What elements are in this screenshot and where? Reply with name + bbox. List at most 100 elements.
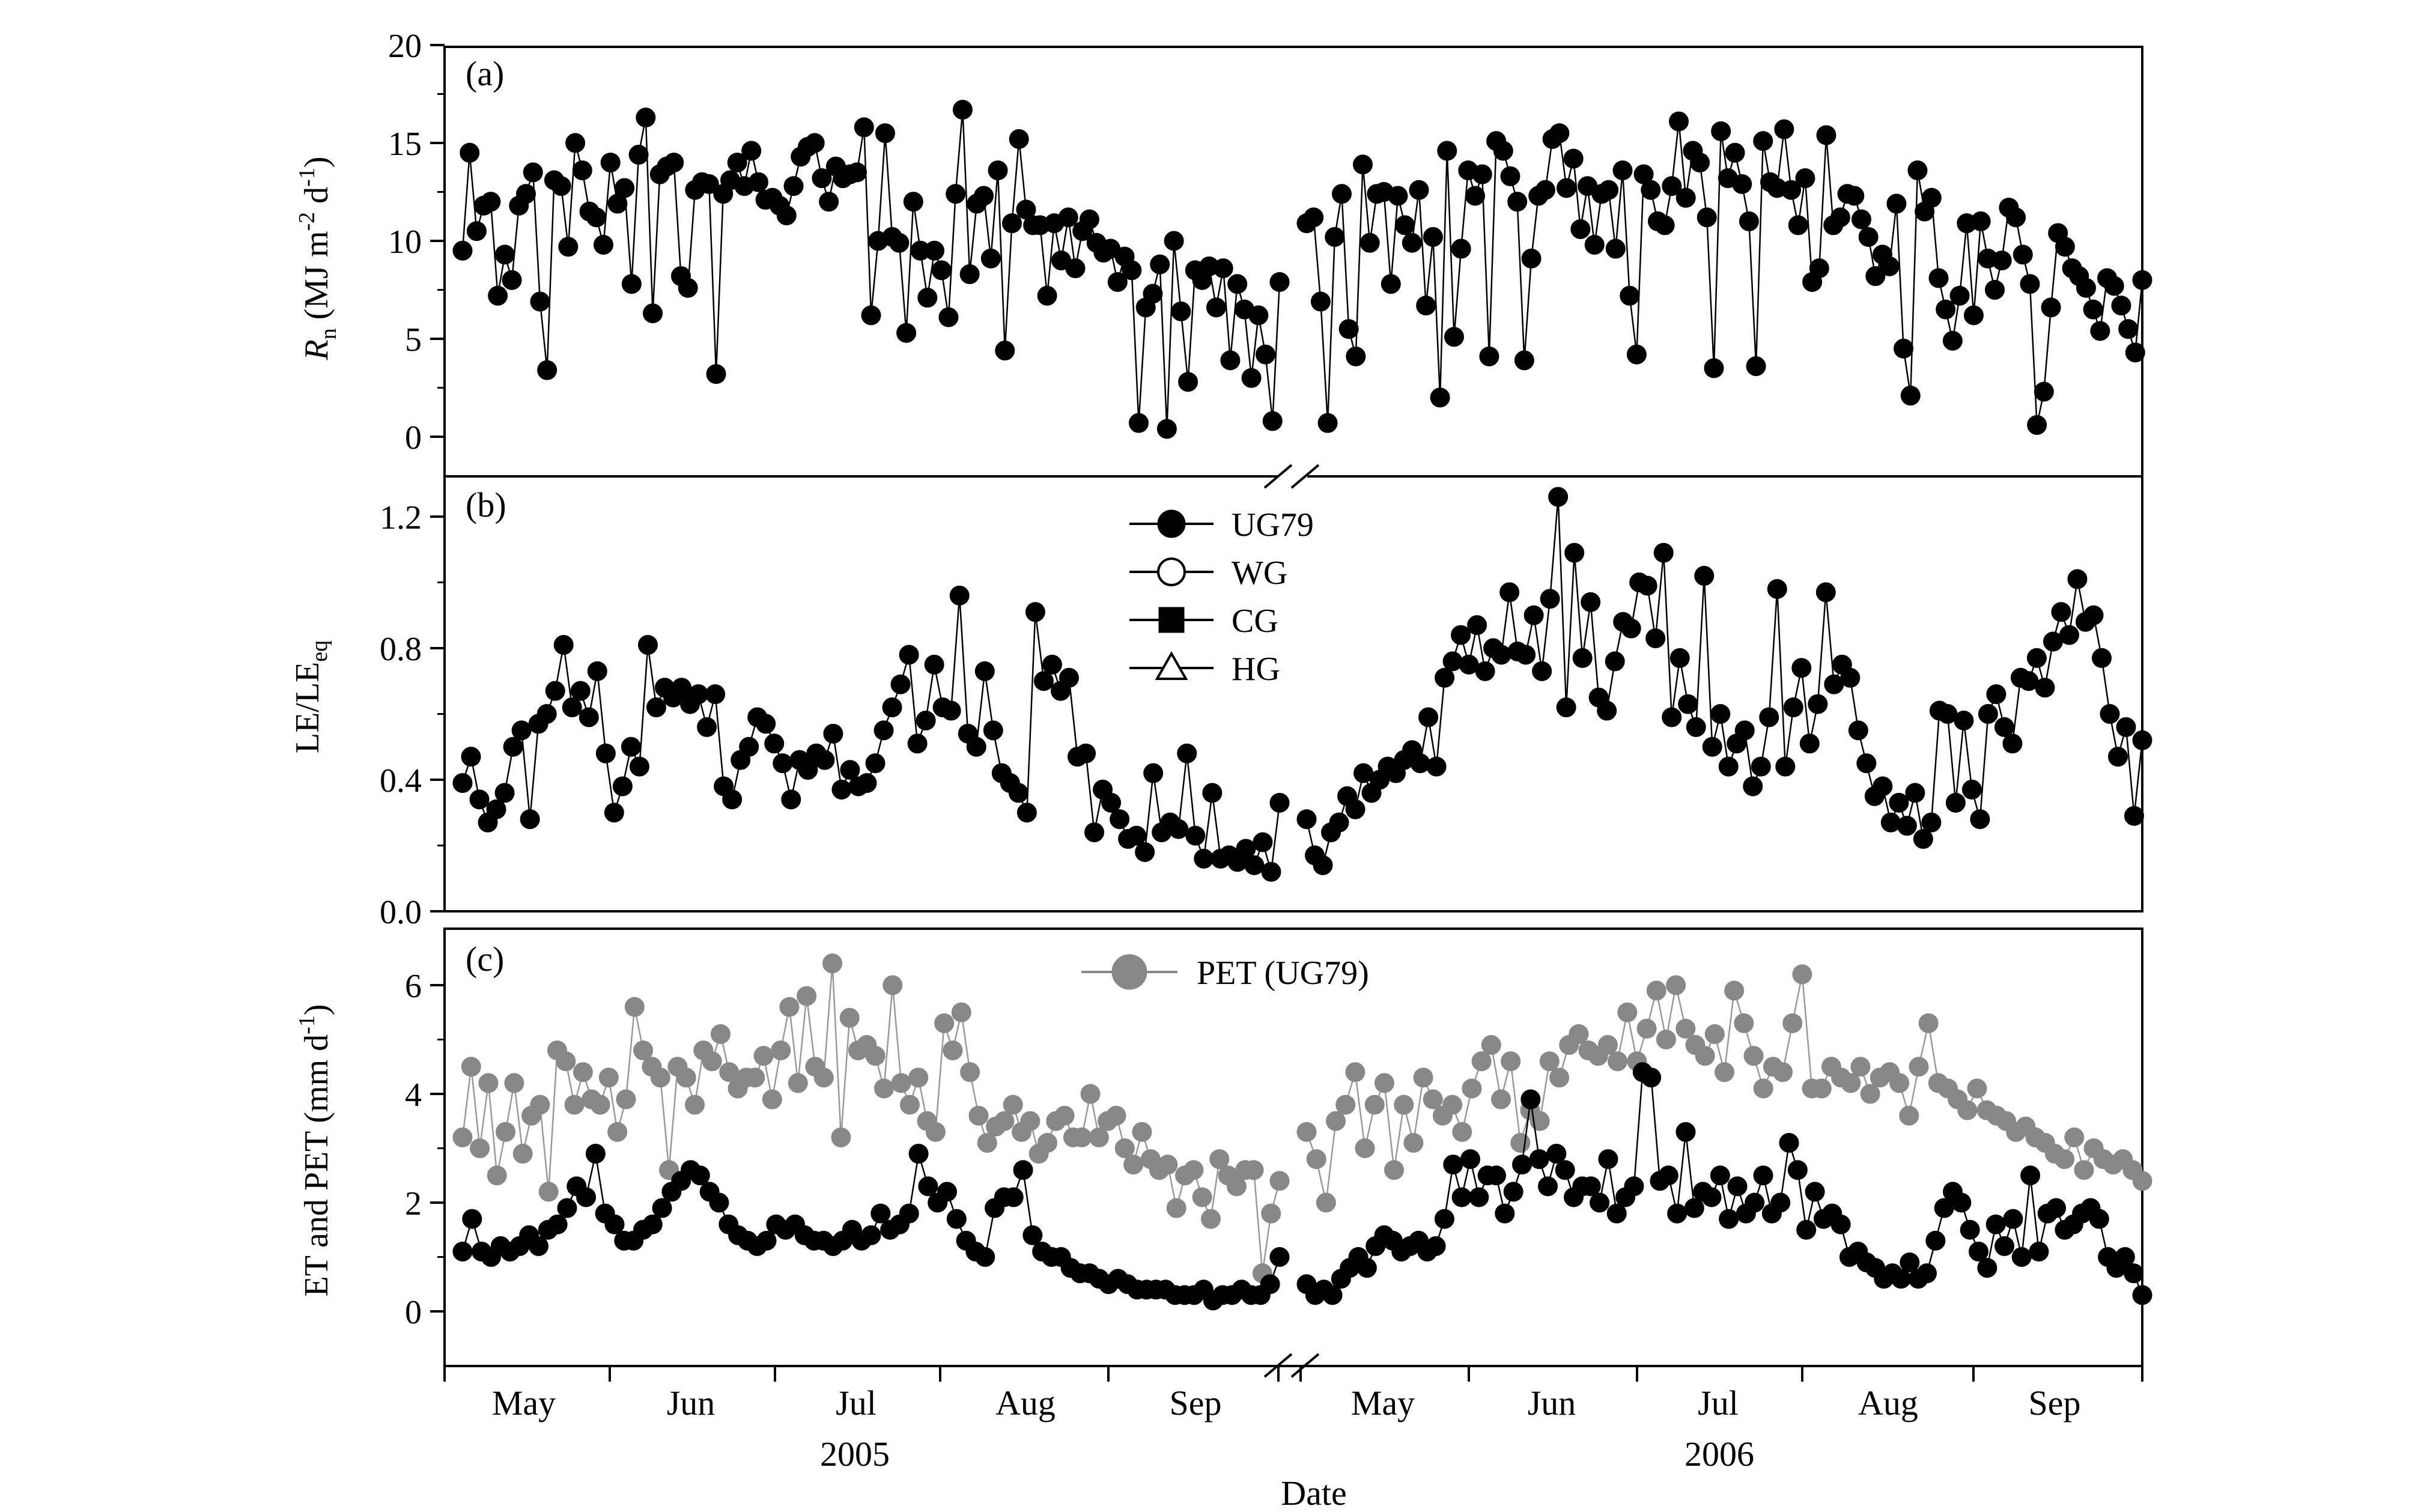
ug79-point xyxy=(1486,1165,1506,1186)
pet-ug79--point xyxy=(1490,1089,1511,1110)
panel-a: (a) 0 5 10 15 20 Rn (MJ m-2 d-1) xyxy=(294,28,2152,478)
pet-ug79--point xyxy=(650,1067,670,1088)
ug79-point xyxy=(931,260,952,281)
pet-ug79--point xyxy=(813,1067,834,1088)
ug79-point xyxy=(727,153,747,173)
pet-ug79--point xyxy=(607,1122,628,1142)
ug79-point xyxy=(600,153,621,173)
ug79-point xyxy=(1331,184,1352,204)
ug79-point xyxy=(2043,631,2063,652)
panel-c-y-axis: 0 2 4 6 xyxy=(405,968,445,1331)
ug79-point xyxy=(2002,733,2023,754)
ug79-point xyxy=(1101,792,1122,813)
pet-ug79--point xyxy=(1597,1035,1618,1055)
legend-marker-open-triangle xyxy=(1155,651,1188,680)
panel-a-label: (a) xyxy=(466,54,504,93)
ug79-point xyxy=(1479,346,1499,366)
ug79-point xyxy=(697,717,717,737)
ug79-point xyxy=(1426,756,1447,777)
ug79-point xyxy=(798,760,818,780)
ug79-point xyxy=(1220,350,1241,371)
y-tick-label: 4 xyxy=(405,1076,422,1114)
ug79-point xyxy=(1675,187,1696,208)
ug79-point xyxy=(503,736,523,757)
pet-ug79--point xyxy=(1743,1046,1764,1066)
ug79-point xyxy=(1865,266,1886,287)
ug79-point xyxy=(966,736,986,757)
ug79-point xyxy=(974,661,995,681)
pet-ug79--point xyxy=(487,1165,507,1186)
ug79-point xyxy=(854,117,874,138)
pet-ug79--point xyxy=(1261,1203,1281,1224)
pet-ug79--point xyxy=(943,1040,963,1061)
pet-ug79--point xyxy=(977,1132,997,1153)
ug79-point xyxy=(722,789,743,810)
ug79-point xyxy=(1598,1149,1618,1170)
ug79-point xyxy=(672,678,692,698)
ug79-point xyxy=(1185,825,1206,846)
pet-ug79--point xyxy=(461,1057,481,1077)
ug79-point xyxy=(2132,270,2152,290)
ug79-point xyxy=(983,720,1003,741)
ug79-point xyxy=(557,1198,577,1218)
pet-ug79--point xyxy=(538,1182,559,1202)
ug79-point xyxy=(1606,1203,1627,1224)
pet-ug79--point xyxy=(1132,1122,1152,1142)
ug79-point xyxy=(520,809,540,830)
ug79-point xyxy=(2125,342,2145,363)
ug79-point xyxy=(2034,381,2054,402)
ug79-point xyxy=(1913,829,1933,849)
ug79-point xyxy=(1711,121,1731,141)
pet-ug79--point xyxy=(1462,1078,1482,1099)
ug79-point xyxy=(1701,1187,1722,1207)
ug79-point xyxy=(1641,1067,1662,1088)
pet-ug79--point xyxy=(797,986,817,1006)
ug79-point xyxy=(1799,733,1820,754)
ug79-point xyxy=(572,160,592,181)
pet-ug79--point xyxy=(1269,1171,1290,1191)
ug79-point xyxy=(530,291,550,312)
pet-ug79--point xyxy=(1889,1073,1910,1093)
ug79-point xyxy=(870,1203,891,1224)
ug79-point xyxy=(604,1214,625,1234)
ug79-point xyxy=(1516,645,1536,665)
ug79-point xyxy=(815,750,835,770)
ug79-point xyxy=(1816,125,1836,145)
ug79-point xyxy=(739,736,759,757)
pet-ug79--point xyxy=(1037,1132,1057,1153)
ug79-point xyxy=(1658,1165,1678,1186)
pet-ug79--point xyxy=(2064,1127,2085,1147)
ug79-point xyxy=(1986,684,2006,705)
ug79-point xyxy=(903,192,923,212)
pet-ug79--point xyxy=(564,1095,585,1115)
ug79-point xyxy=(1830,1214,1851,1234)
ug79-point xyxy=(1001,213,1022,234)
pet-ug79--point xyxy=(865,1046,886,1066)
ug79-point xyxy=(1310,291,1331,312)
ug79-point xyxy=(1499,582,1520,603)
ug79-point xyxy=(1704,358,1724,378)
panel-c-y-label-end: ) xyxy=(298,1004,335,1016)
ug79-point xyxy=(1493,141,1513,161)
pet-ug79--point xyxy=(1394,1095,1414,1115)
ug79-point xyxy=(1503,1182,1523,1202)
pet-ug79--point xyxy=(616,1089,636,1110)
ug79-point xyxy=(1599,180,1619,200)
ug79-point xyxy=(1444,327,1464,347)
ug79-point xyxy=(1563,148,1584,169)
ug79-point xyxy=(1150,254,1170,275)
ug79-point xyxy=(2132,1285,2152,1305)
ug79-point xyxy=(1612,160,1633,181)
ug79-point xyxy=(1129,413,1149,433)
ug79-point xyxy=(2118,319,2139,339)
ug79-point xyxy=(1241,368,1262,388)
ug79-point xyxy=(579,707,599,727)
year-label-2006: 2006 xyxy=(1684,1435,1754,1474)
ug79-point xyxy=(741,141,762,161)
ug79-point xyxy=(783,176,804,196)
ug79-point xyxy=(1110,809,1130,830)
y-tick-label: 1.2 xyxy=(380,499,422,536)
ug79-point xyxy=(1873,776,1893,797)
ug79-point xyxy=(899,1203,919,1224)
ug79-point xyxy=(1269,1247,1290,1267)
